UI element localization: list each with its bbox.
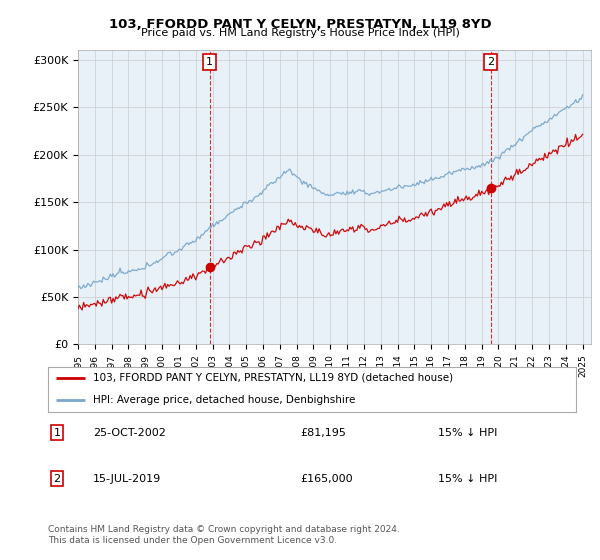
Text: Price paid vs. HM Land Registry's House Price Index (HPI): Price paid vs. HM Land Registry's House …	[140, 28, 460, 38]
Text: £81,195: £81,195	[300, 428, 346, 438]
Text: 15-JUL-2019: 15-JUL-2019	[93, 474, 161, 484]
Text: 2: 2	[487, 57, 494, 67]
Text: 15% ↓ HPI: 15% ↓ HPI	[438, 428, 497, 438]
Text: 103, FFORDD PANT Y CELYN, PRESTATYN, LL19 8YD: 103, FFORDD PANT Y CELYN, PRESTATYN, LL1…	[109, 18, 491, 31]
Text: 103, FFORDD PANT Y CELYN, PRESTATYN, LL19 8YD (detached house): 103, FFORDD PANT Y CELYN, PRESTATYN, LL1…	[93, 373, 453, 383]
Text: 1: 1	[206, 57, 213, 67]
Text: HPI: Average price, detached house, Denbighshire: HPI: Average price, detached house, Denb…	[93, 395, 355, 405]
Text: 1: 1	[53, 428, 61, 438]
Text: 15% ↓ HPI: 15% ↓ HPI	[438, 474, 497, 484]
Text: Contains HM Land Registry data © Crown copyright and database right 2024.
This d: Contains HM Land Registry data © Crown c…	[48, 525, 400, 545]
Text: 2: 2	[53, 474, 61, 484]
Text: 25-OCT-2002: 25-OCT-2002	[93, 428, 166, 438]
Text: £165,000: £165,000	[300, 474, 353, 484]
